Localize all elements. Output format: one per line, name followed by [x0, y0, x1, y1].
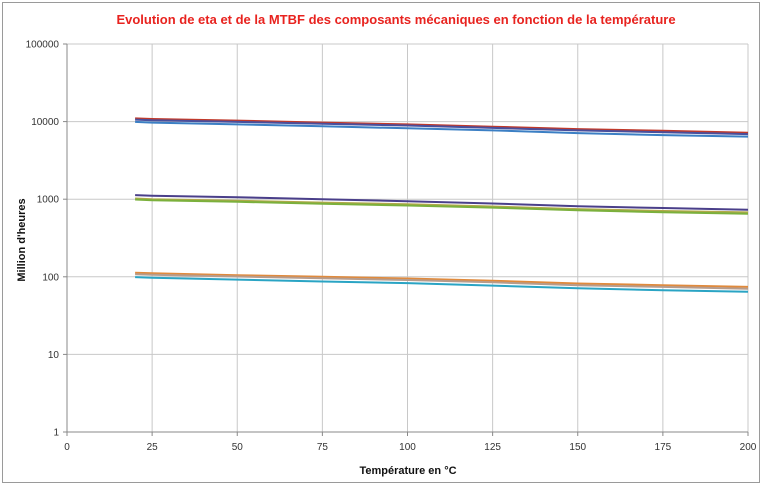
data-series [135, 117, 749, 293]
series-line-6 [135, 198, 749, 215]
x-tick-label: 125 [484, 442, 501, 453]
x-tick-label: 100 [399, 442, 416, 453]
series-line-1 [135, 117, 749, 134]
series-line-2 [135, 118, 749, 136]
y-axis-label: Million d'heures [16, 198, 28, 281]
series-line-9 [135, 276, 749, 293]
x-axis-label: Température en °C [359, 465, 456, 477]
y-tick-label: 100000 [26, 40, 60, 51]
x-tick-label: 175 [655, 442, 672, 453]
y-tick-label: 1 [53, 428, 59, 439]
y-tick-label: 10000 [31, 117, 59, 128]
grid-lines [63, 43, 749, 436]
series-line-7 [135, 271, 749, 288]
y-tick-labels: 1 10 100 1000 10000 100000 [26, 40, 60, 439]
x-tick-label: 25 [147, 442, 159, 453]
x-tick-label: 200 [740, 442, 757, 453]
chart-title: Evolution de eta et de la MTBF des compo… [116, 12, 675, 27]
x-tick-label: 150 [569, 442, 586, 453]
x-tick-label: 0 [64, 442, 70, 453]
x-tick-label: 75 [317, 442, 329, 453]
y-tick-label: 1000 [37, 195, 60, 206]
chart-frame [2, 2, 760, 483]
x-tick-labels: 0 25 50 75 100 125 150 175 200 [64, 442, 757, 453]
y-tick-label: 10 [48, 350, 60, 361]
series-line-4 [135, 194, 749, 211]
x-tick-label: 50 [232, 442, 244, 453]
series-line-3 [135, 120, 749, 138]
series-line-8 [135, 273, 749, 290]
y-tick-label: 100 [42, 272, 59, 283]
